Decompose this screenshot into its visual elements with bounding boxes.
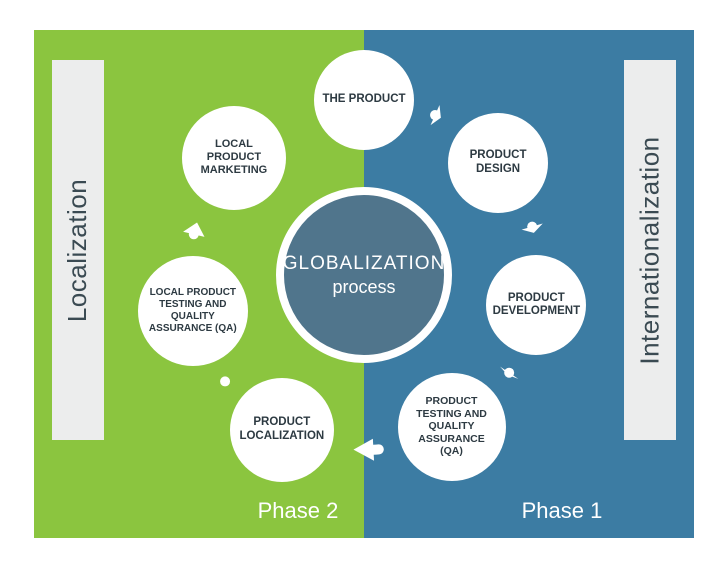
- node-label: LOCAL PRODUCT TESTING AND QUALITY ASSURA…: [146, 287, 240, 335]
- node-marketing: LOCAL PRODUCT MARKETING: [182, 106, 286, 210]
- center-circle: GLOBALIZATION process: [276, 187, 452, 363]
- center-line2: process: [332, 277, 395, 298]
- localization-label: Localization: [63, 178, 94, 321]
- internationalization-label: Internationalization: [635, 136, 666, 364]
- node-localization: PRODUCT LOCALIZATION: [230, 378, 334, 482]
- node-label: PRODUCT TESTING AND QUALITY ASSURANCE (Q…: [406, 395, 498, 458]
- node-qa: PRODUCT TESTING AND QUALITY ASSURANCE (Q…: [398, 373, 506, 481]
- node-label: PRODUCT DEVELOPMENT: [493, 292, 581, 320]
- node-product: THE PRODUCT: [314, 50, 414, 150]
- node-design: PRODUCT DESIGN: [448, 113, 548, 213]
- node-local-qa: LOCAL PRODUCT TESTING AND QUALITY ASSURA…: [138, 256, 248, 366]
- phase2-label: Phase 2: [258, 498, 339, 524]
- node-label: THE PRODUCT: [322, 93, 405, 107]
- center-line1: GLOBALIZATION: [283, 253, 446, 275]
- node-development: PRODUCT DEVELOPMENT: [486, 255, 586, 355]
- phase1-label: Phase 1: [522, 498, 603, 524]
- node-label: LOCAL PRODUCT MARKETING: [190, 138, 278, 178]
- node-label: PRODUCT DESIGN: [456, 149, 540, 177]
- diagram-stage: Localization Internationalization Phase …: [34, 30, 694, 538]
- localization-label-box: Localization: [52, 60, 104, 440]
- internationalization-label-box: Internationalization: [624, 60, 676, 440]
- node-label: PRODUCT LOCALIZATION: [238, 416, 326, 444]
